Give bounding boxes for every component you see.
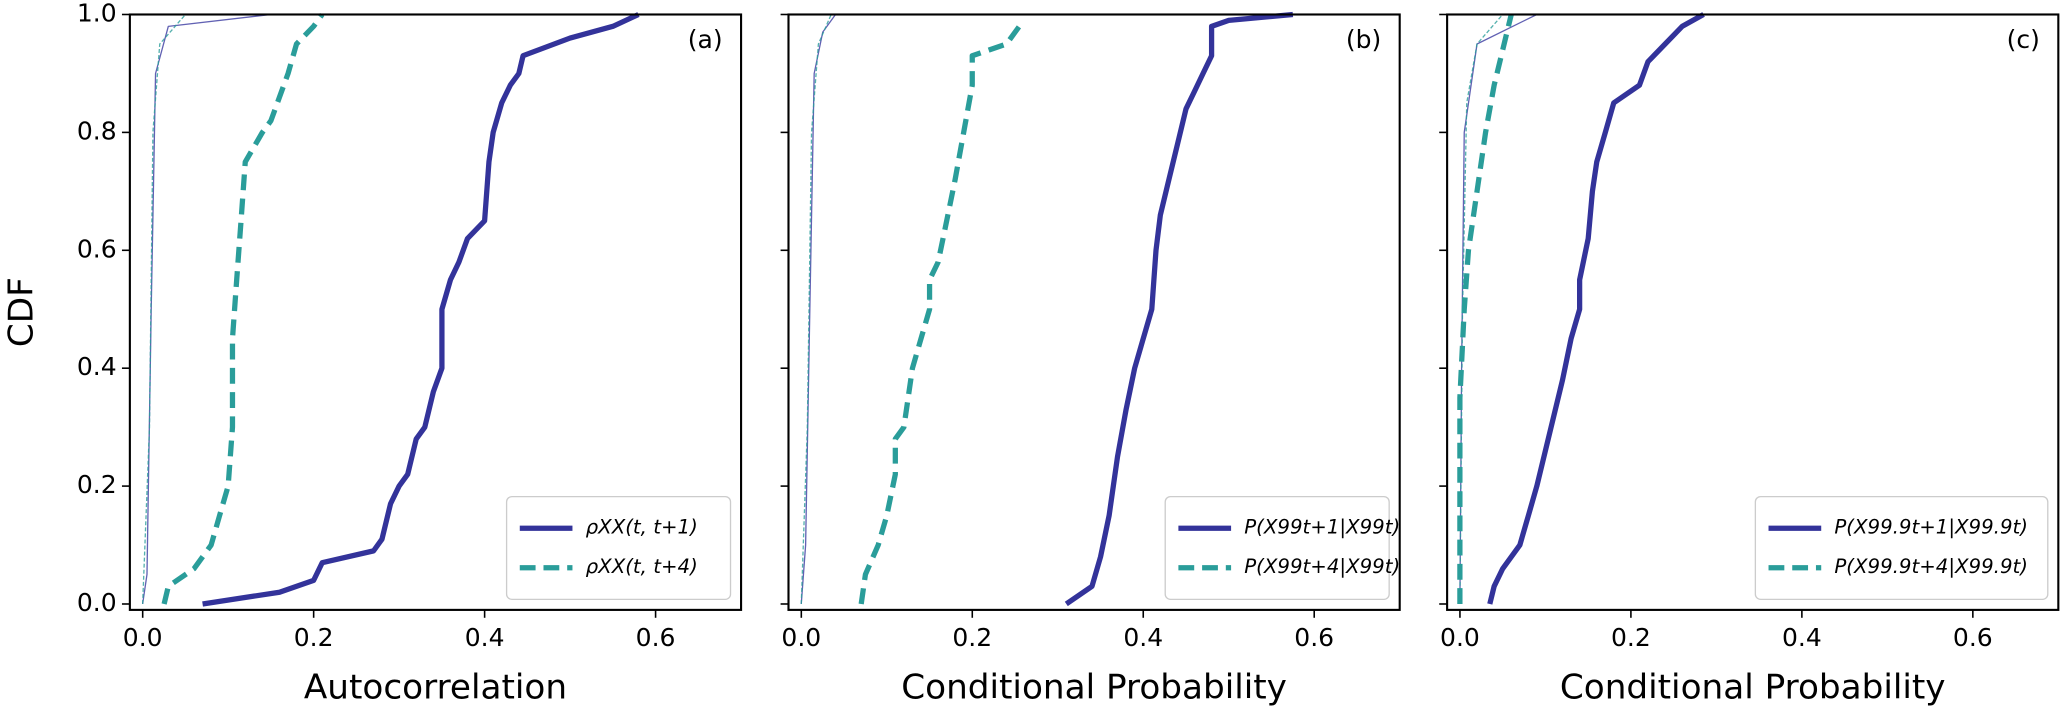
legend-label: ρXX(t, t+4) — [586, 555, 698, 578]
x-tick-label: 0.0 — [1440, 623, 1480, 652]
x-tick-label: 0.6 — [636, 623, 676, 652]
y-tick-label: 0.0 — [77, 588, 117, 617]
background-line — [141, 14, 186, 604]
y-tick-label: 0.2 — [77, 470, 117, 499]
cdf-line — [1487, 12, 1705, 605]
x-tick-label: 0.0 — [123, 623, 163, 652]
x-tick-label: 0.4 — [465, 623, 505, 652]
axes-frame — [128, 13, 743, 611]
cdf-line — [858, 18, 1026, 605]
x-tick-label: 0.6 — [1953, 623, 1993, 652]
cdf-line — [161, 12, 325, 605]
y-tick-label: 0.8 — [77, 116, 117, 145]
x-tick-label: 0.0 — [781, 623, 821, 652]
cdf-line — [1457, 13, 1514, 604]
legend-box — [505, 495, 732, 601]
background-line — [141, 13, 272, 605]
legend-box — [1754, 495, 2049, 601]
x-tick-label: 0.4 — [1123, 623, 1163, 652]
x-axis-label: Conditional Probability — [1560, 667, 1946, 707]
cdf-line — [202, 12, 640, 607]
y-tick-label: 0.4 — [77, 352, 117, 381]
legend-label: P(X99t+4|X99t) — [1244, 555, 1400, 578]
y-tick-label: 1.0 — [77, 0, 117, 27]
legend-label: P(X99t+1|X99t) — [1244, 516, 1400, 539]
legend-label: P(X99.9t+1|X99.9t) — [1834, 516, 2028, 539]
panel-annotation: (c) — [2007, 25, 2040, 54]
axes-frame — [1446, 13, 2060, 611]
panel-annotation: (b) — [1346, 25, 1381, 54]
cdf-line — [1064, 11, 1294, 607]
x-tick-label: 0.6 — [1294, 623, 1334, 652]
x-tick-label: 0.2 — [1611, 623, 1651, 652]
x-axis-label: Autocorrelation — [304, 667, 567, 707]
y-tick-label: 0.6 — [77, 234, 117, 263]
y-axis-label: CDF — [2, 277, 42, 347]
background-line — [800, 14, 832, 604]
panel-annotation: (a) — [688, 25, 723, 54]
legend-label: P(X99.9t+4|X99.9t) — [1834, 555, 2028, 578]
x-tick-label: 0.4 — [1782, 623, 1822, 652]
axes-frame — [787, 13, 1401, 611]
background-line — [1459, 13, 1538, 604]
x-axis-label: Conditional Probability — [901, 667, 1287, 707]
legend-label: ρXX(t, t+1) — [586, 516, 698, 539]
x-tick-label: 0.2 — [294, 623, 334, 652]
x-tick-label: 0.2 — [952, 623, 992, 652]
legend-box — [1164, 495, 1390, 601]
background-line — [800, 14, 837, 605]
